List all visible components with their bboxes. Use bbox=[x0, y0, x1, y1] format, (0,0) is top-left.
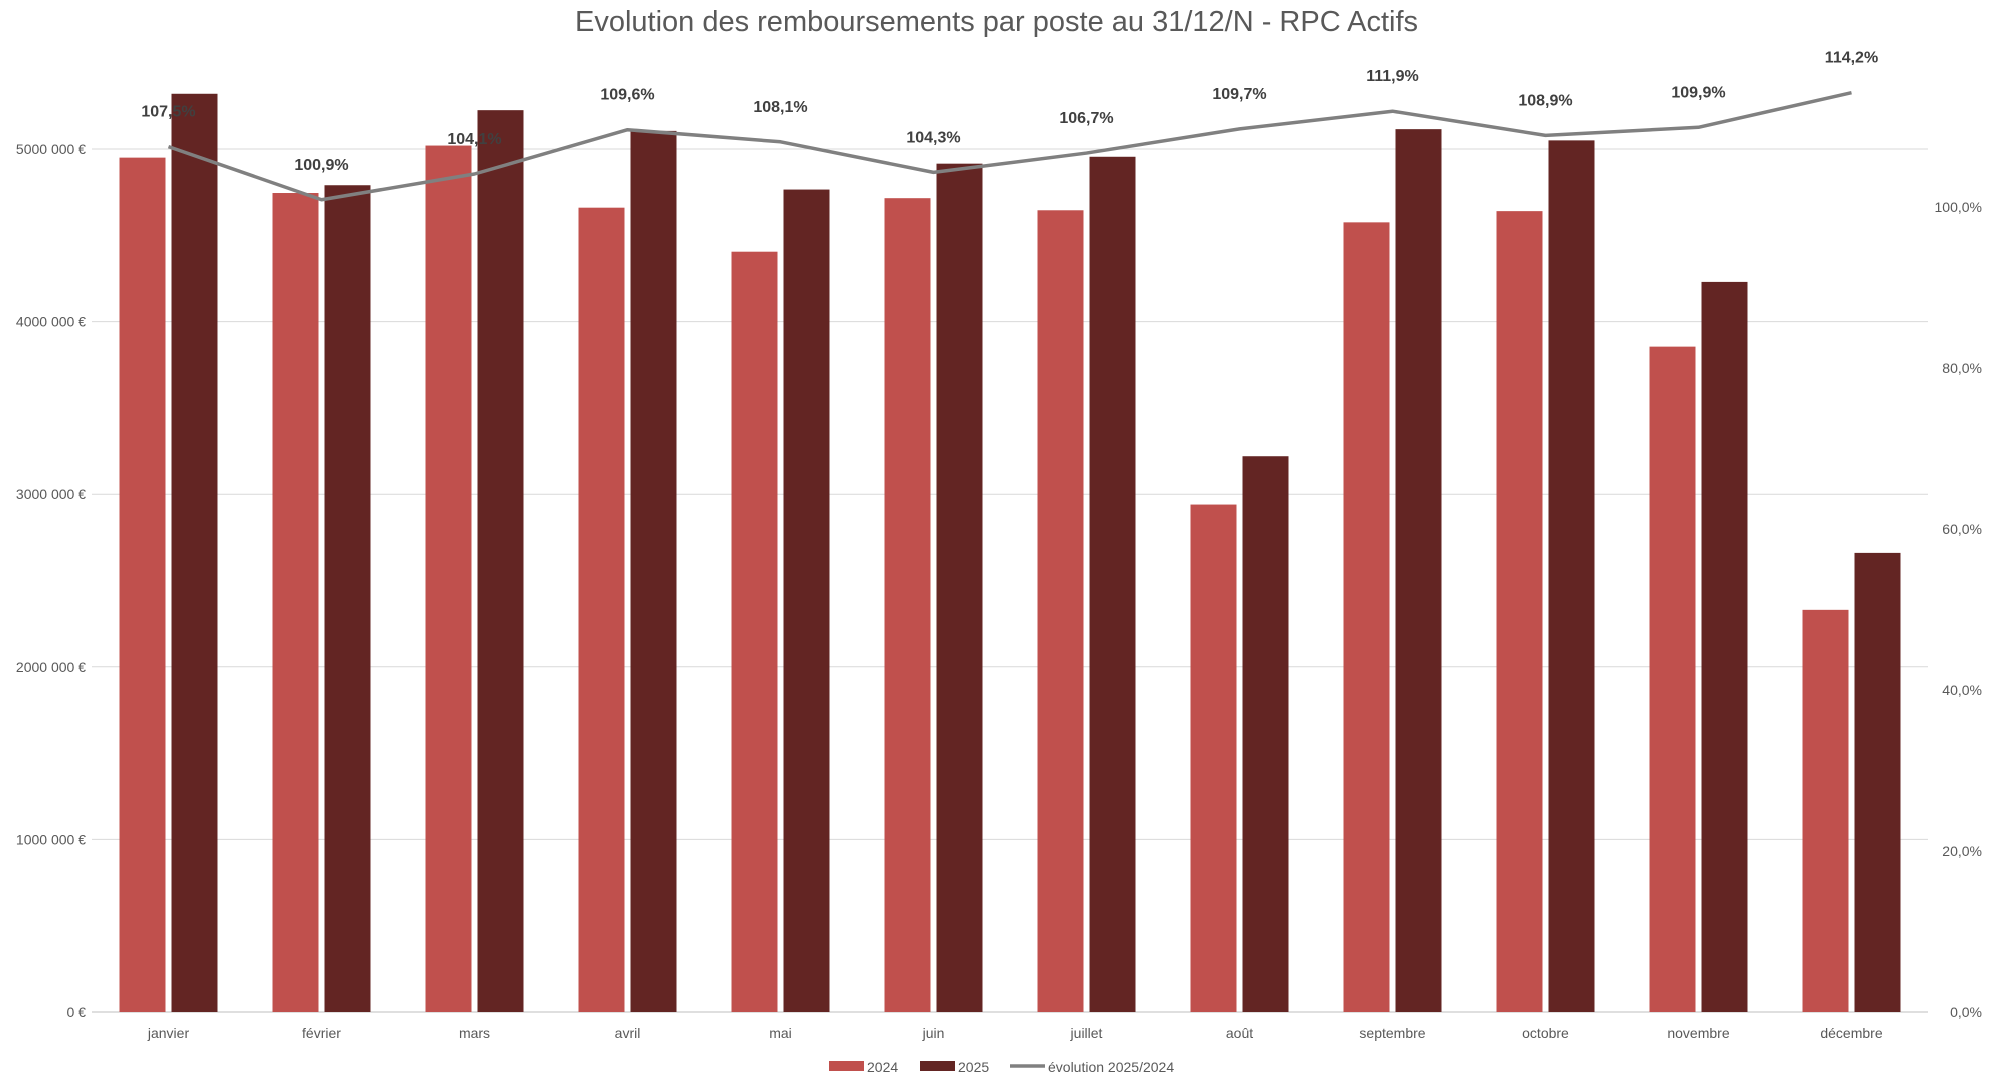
bar-2024 bbox=[884, 198, 931, 1013]
evolution-label: 104,1% bbox=[447, 131, 501, 148]
bar-2025 bbox=[1701, 281, 1748, 1013]
category-label: février bbox=[302, 1025, 341, 1041]
category-label: août bbox=[1226, 1025, 1253, 1041]
left-tick-label: 3000 000 € bbox=[16, 486, 86, 502]
bar-2024 bbox=[1649, 346, 1696, 1012]
left-tick-label: 1000 000 € bbox=[16, 831, 86, 847]
evolution-label: 107,5% bbox=[141, 104, 195, 121]
right-tick-label: 0,0% bbox=[1950, 1004, 1982, 1020]
evolution-label: 104,3% bbox=[906, 129, 960, 146]
category-label: septembre bbox=[1359, 1025, 1425, 1041]
left-tick-label: 5000 000 € bbox=[16, 141, 86, 157]
legend-swatch-2025 bbox=[920, 1061, 955, 1071]
left-tick-label: 2000 000 € bbox=[16, 659, 86, 675]
evolution-label: 106,7% bbox=[1059, 110, 1113, 127]
category-label: juin bbox=[922, 1025, 945, 1041]
bar-2024 bbox=[1802, 609, 1849, 1012]
bar-2025 bbox=[1089, 156, 1136, 1013]
evolution-series-line bbox=[167, 90, 1852, 202]
right-tick-label: 40,0% bbox=[1942, 682, 1982, 698]
evolution-labels: 107,5% 100,9% 104,1% 109,6% 108,1% 104,3% 106,… bbox=[141, 50, 1878, 174]
bar-2024 bbox=[1496, 211, 1543, 1013]
legend-label-evolution: évolution 2025/2024 bbox=[1048, 1059, 1174, 1075]
evolution-label: 111,9% bbox=[1366, 68, 1419, 85]
bar-2025 bbox=[324, 185, 371, 1013]
legend-label-2024: 2024 bbox=[867, 1059, 898, 1075]
bar-2025 bbox=[630, 130, 677, 1012]
bar-2025 bbox=[1854, 552, 1901, 1012]
bar-2025 bbox=[936, 163, 983, 1012]
evolution-label: 109,7% bbox=[1212, 86, 1266, 103]
legend: 2024 2025 évolution 2025/2024 bbox=[829, 1059, 1174, 1075]
bar-2025 bbox=[783, 189, 830, 1012]
right-tick-label: 60,0% bbox=[1942, 521, 1982, 537]
evolution-label: 108,9% bbox=[1518, 92, 1572, 109]
left-axis-ticks: 0 € 1000 000 € 2000 000 € 3000 000 € 4000 00… bbox=[16, 141, 86, 1020]
category-label: mai bbox=[769, 1025, 792, 1041]
bars bbox=[119, 93, 1901, 1013]
bar-2025 bbox=[1548, 140, 1595, 1012]
bar-2024 bbox=[425, 145, 472, 1013]
evolution-label: 108,1% bbox=[753, 99, 807, 116]
category-label: octobre bbox=[1522, 1025, 1569, 1041]
bar-2025 bbox=[477, 110, 524, 1013]
bar-2024 bbox=[272, 193, 319, 1012]
category-label: mars bbox=[459, 1025, 490, 1041]
evolution-line bbox=[167, 90, 1852, 202]
category-label: novembre bbox=[1667, 1025, 1729, 1041]
evolution-label: 100,9% bbox=[294, 157, 348, 174]
category-label: avril bbox=[615, 1025, 641, 1041]
bar-2025 bbox=[171, 93, 218, 1012]
right-tick-label: 20,0% bbox=[1942, 843, 1982, 859]
legend-label-2025: 2025 bbox=[958, 1059, 989, 1075]
category-label: décembre bbox=[1820, 1025, 1882, 1041]
evolution-label: 109,9% bbox=[1671, 84, 1725, 101]
category-label: janvier bbox=[147, 1025, 190, 1041]
category-label: juillet bbox=[1070, 1025, 1103, 1041]
chart-title: Evolution des remboursements par poste a… bbox=[574, 6, 1419, 38]
bar-2024 bbox=[119, 157, 166, 1012]
bar-2024 bbox=[1343, 222, 1390, 1013]
legend-swatch-2024 bbox=[829, 1061, 864, 1071]
category-labels: janvier février mars avril mai juin juillet aoû… bbox=[147, 1025, 1883, 1041]
bar-2024 bbox=[731, 251, 778, 1012]
bar-2024 bbox=[1190, 504, 1237, 1012]
left-tick-label: 4000 000 € bbox=[16, 314, 86, 330]
gridlines bbox=[92, 148, 1928, 1013]
bar-2024 bbox=[578, 207, 625, 1012]
right-tick-label: 80,0% bbox=[1942, 360, 1982, 376]
left-tick-label: 0 € bbox=[67, 1004, 87, 1020]
bar-2024 bbox=[1037, 210, 1084, 1012]
evolution-label: 114,2% bbox=[1825, 50, 1878, 67]
bar-2025 bbox=[1242, 456, 1289, 1012]
right-tick-label: 100,0% bbox=[1935, 199, 1982, 215]
evolution-label: 109,6% bbox=[600, 87, 654, 104]
bar-2025 bbox=[1395, 129, 1442, 1012]
right-axis-ticks: 0,0% 20,0% 40,0% 60,0% 80,0% 100,0% bbox=[1935, 199, 1982, 1020]
